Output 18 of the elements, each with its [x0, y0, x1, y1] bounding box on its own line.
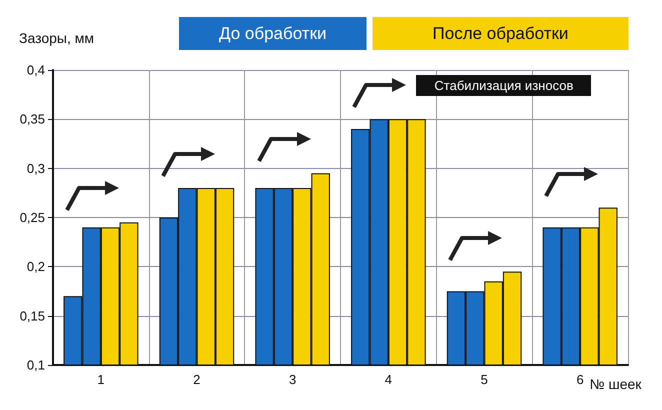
x-tick-label: 6 [576, 372, 584, 387]
annotation: Стабилизация износов [416, 75, 592, 96]
y-tick-label: 0,15 [20, 308, 45, 324]
x-tick-label: 3 [288, 372, 296, 387]
x-tick-label: 5 [480, 372, 488, 387]
y-axis-title: Зазоры, мм [19, 30, 94, 46]
text: До обработки [219, 24, 327, 43]
x-tick-label: 1 [97, 372, 105, 387]
y-tick-label: 0,3 [26, 160, 45, 176]
y-tick-label: 0,35 [20, 112, 45, 127]
y-tick-label: 0,4 [26, 62, 45, 78]
x-tick-label: 2 [193, 372, 200, 387]
y-tick-label: 0,2 [26, 259, 45, 274]
y-tick-label: 0,1 [26, 358, 45, 372]
x-axis-title: № шеек [590, 376, 642, 392]
y-tick-label: 0,25 [20, 210, 45, 225]
x-tick-label: 4 [384, 372, 392, 387]
text: После обработки [432, 24, 568, 43]
